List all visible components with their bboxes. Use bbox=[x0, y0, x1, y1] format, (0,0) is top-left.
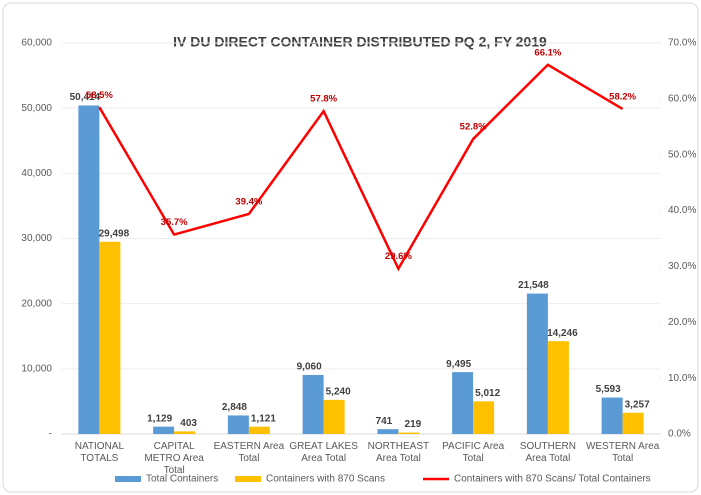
y2-tick-label: 50.0% bbox=[668, 149, 696, 160]
line-value-label: 29.6% bbox=[385, 251, 412, 262]
bar bbox=[153, 426, 175, 434]
bar-value-label: 9,060 bbox=[297, 362, 322, 373]
y-tick-label: 20,000 bbox=[21, 298, 52, 309]
bar-value-label: 741 bbox=[376, 416, 393, 427]
y2-tick-label: 0.0% bbox=[668, 429, 691, 440]
legend-label: Containers with 870 Scans bbox=[266, 474, 385, 485]
bar-value-label: 5,012 bbox=[475, 388, 500, 399]
x-tick-label: WESTERN Area Total bbox=[585, 441, 660, 464]
x-tick-label: EASTERN Area Total bbox=[213, 441, 285, 464]
legend-label: Containers with 870 Scans/ Total Contain… bbox=[454, 474, 651, 485]
legend-label: Total Containers bbox=[146, 474, 218, 485]
bar bbox=[601, 397, 623, 434]
bar-value-label: 9,495 bbox=[446, 359, 471, 370]
y-tick-label: 60,000 bbox=[21, 38, 52, 49]
bar-value-label: 403 bbox=[180, 418, 197, 429]
x-tick-label: GREAT LAKES Area Total bbox=[289, 441, 358, 464]
y2-tick-label: 40.0% bbox=[668, 205, 696, 216]
bar bbox=[398, 432, 420, 434]
line-value-label: 58.2% bbox=[609, 91, 636, 102]
bar-value-label: 219 bbox=[405, 419, 422, 430]
y-tick-label: 10,000 bbox=[21, 363, 52, 374]
bar-value-label: 21,548 bbox=[518, 280, 549, 291]
y2-tick-label: 10.0% bbox=[668, 373, 696, 384]
line-value-label: 58.5% bbox=[86, 90, 113, 101]
line bbox=[98, 63, 624, 272]
y2-tick-label: 30.0% bbox=[668, 261, 696, 272]
bar bbox=[78, 105, 100, 435]
bar-value-label: 3,257 bbox=[625, 399, 650, 410]
line-value-label: 52.8% bbox=[460, 122, 487, 133]
bar bbox=[99, 241, 121, 434]
bar-value-label: 1,129 bbox=[147, 413, 172, 424]
legend-swatch bbox=[115, 476, 141, 482]
x-tick-label: CAPITAL METRO Area Total bbox=[144, 441, 204, 476]
y2-tick-label: 60.0% bbox=[668, 93, 696, 104]
y-tick-label: 30,000 bbox=[21, 233, 52, 244]
bar-value-label: 1,121 bbox=[251, 413, 276, 424]
bar-value-label: 2,848 bbox=[222, 402, 247, 413]
bar bbox=[622, 412, 644, 434]
bar bbox=[473, 401, 495, 434]
bar bbox=[323, 399, 345, 434]
y-tick-label: - bbox=[49, 429, 52, 440]
line-value-label: 35.7% bbox=[161, 217, 188, 228]
line-value-label: 39.4% bbox=[235, 196, 262, 207]
line-value-label: 57.8% bbox=[310, 94, 337, 105]
bar-value-label: 50,414 bbox=[70, 92, 101, 103]
bar bbox=[302, 374, 324, 434]
bar bbox=[227, 415, 249, 434]
y2-tick-label: 20.0% bbox=[668, 317, 696, 328]
bar-value-label: 5,240 bbox=[326, 386, 351, 397]
x-tick-label: NORTHEAST Area Total bbox=[367, 441, 430, 464]
x-tick-label: SOUTHERN Area Total bbox=[519, 441, 576, 464]
x-tick-label: NATIONAL TOTALS bbox=[74, 441, 125, 464]
bar bbox=[377, 429, 399, 434]
bar bbox=[526, 293, 548, 434]
bar-value-label: 5,593 bbox=[596, 384, 621, 395]
legend-swatch bbox=[235, 476, 261, 482]
bar-value-label: 14,246 bbox=[547, 328, 578, 339]
x-tick-label: PACIFIC Area Total bbox=[442, 441, 505, 464]
line-value-label: 66.1% bbox=[534, 47, 561, 58]
y-tick-label: 50,000 bbox=[21, 103, 52, 114]
y-tick-label: 40,000 bbox=[21, 168, 52, 179]
bar bbox=[248, 426, 270, 434]
bar-value-label: 29,498 bbox=[99, 228, 130, 239]
bar bbox=[547, 341, 569, 434]
chart-title: IV DU DIRECT CONTAINER DISTRIBUTED PQ 2,… bbox=[173, 34, 547, 50]
bar bbox=[452, 372, 474, 434]
bar bbox=[174, 431, 196, 434]
y2-tick-label: 70.0% bbox=[668, 38, 696, 49]
